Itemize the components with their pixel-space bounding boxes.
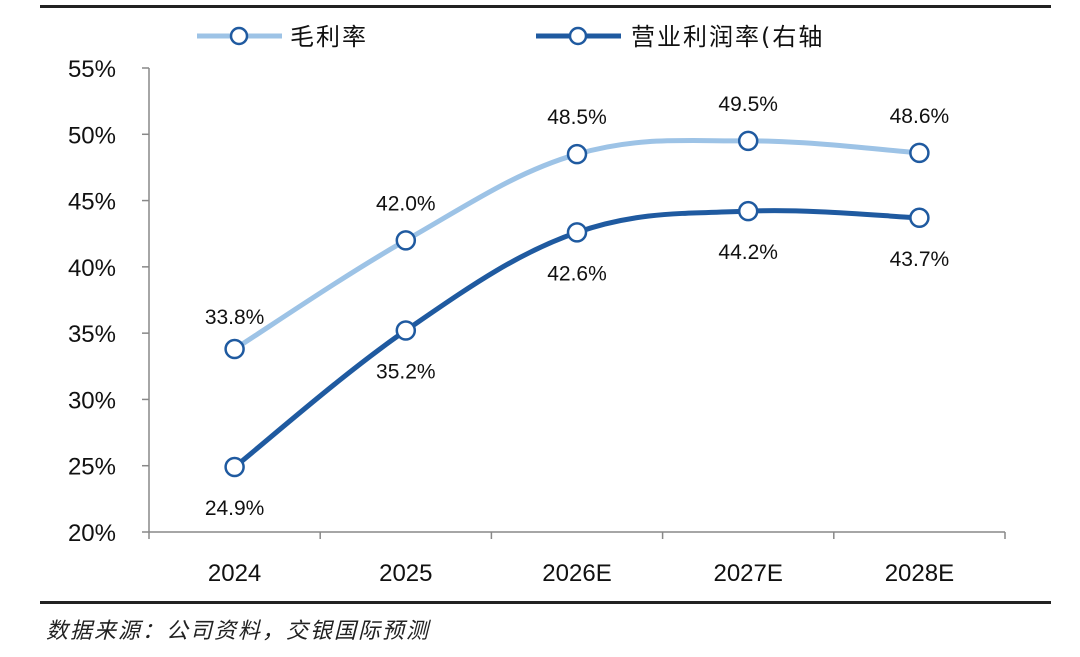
x-tick-label: 2025 <box>379 560 432 587</box>
y-tick-label: 45% <box>68 189 116 216</box>
data-label: 33.8% <box>205 306 265 329</box>
data-point-marker <box>566 143 588 165</box>
legend-label: 毛利率 <box>290 23 368 51</box>
axes: 20% 25% 30% 35% 40% 45% 50% 55% 2024 2025 2026E 202… <box>68 56 1006 587</box>
data-point-marker <box>909 207 930 229</box>
data-labels: 33.8% 42.0% 48.5% 49.5% 48.6% 24.9% 35.2% 42.6%… <box>205 93 949 520</box>
data-point-marker <box>909 142 930 164</box>
data-point-marker <box>224 456 245 478</box>
data-point-marker <box>737 200 759 222</box>
x-tick-label: 2027E <box>713 560 782 587</box>
data-label: 42.0% <box>376 192 436 215</box>
source-note: 数据来源：公司资料，交银国际预测 <box>46 619 431 644</box>
data-point-marker <box>566 222 588 243</box>
y-tick-label: 50% <box>68 122 116 149</box>
y-tick-label: 25% <box>68 454 116 481</box>
y-tick-label: 40% <box>68 255 116 282</box>
data-point-marker <box>395 320 417 341</box>
line-chart: 20% 25% 30% 35% 40% 45% 50% 55% 2024 2025 2026E 202… <box>68 23 1006 587</box>
data-point-marker <box>737 130 759 152</box>
x-tick-label: 2026E <box>542 560 611 587</box>
series-line <box>233 137 920 352</box>
series-line <box>233 208 920 469</box>
x-tick-label: 2024 <box>208 560 261 587</box>
bottom-rule <box>40 601 1051 604</box>
x-tick-label: 2028E <box>885 560 954 587</box>
legend-marker <box>229 26 249 46</box>
data-label: 24.9% <box>205 497 265 520</box>
series-lines <box>224 130 930 478</box>
data-point-marker <box>395 230 417 251</box>
data-label: 48.5% <box>547 106 607 129</box>
legend-marker <box>568 26 588 46</box>
y-tick-label: 35% <box>68 321 116 348</box>
data-point-marker <box>224 338 245 360</box>
data-label: 49.5% <box>718 93 778 116</box>
legend: 毛利率 营业利润率(右轴 <box>197 23 824 51</box>
y-tick-label: 20% <box>68 520 116 547</box>
legend-label: 营业利润率(右轴 <box>631 23 824 51</box>
top-rule <box>40 5 1051 8</box>
data-label: 48.6% <box>890 105 950 128</box>
data-label: 43.7% <box>890 248 950 271</box>
y-tick-label: 55% <box>68 56 116 83</box>
data-label: 35.2% <box>376 360 436 383</box>
data-label: 44.2% <box>718 241 778 264</box>
data-label: 42.6% <box>547 262 607 285</box>
y-tick-label: 30% <box>68 387 116 414</box>
